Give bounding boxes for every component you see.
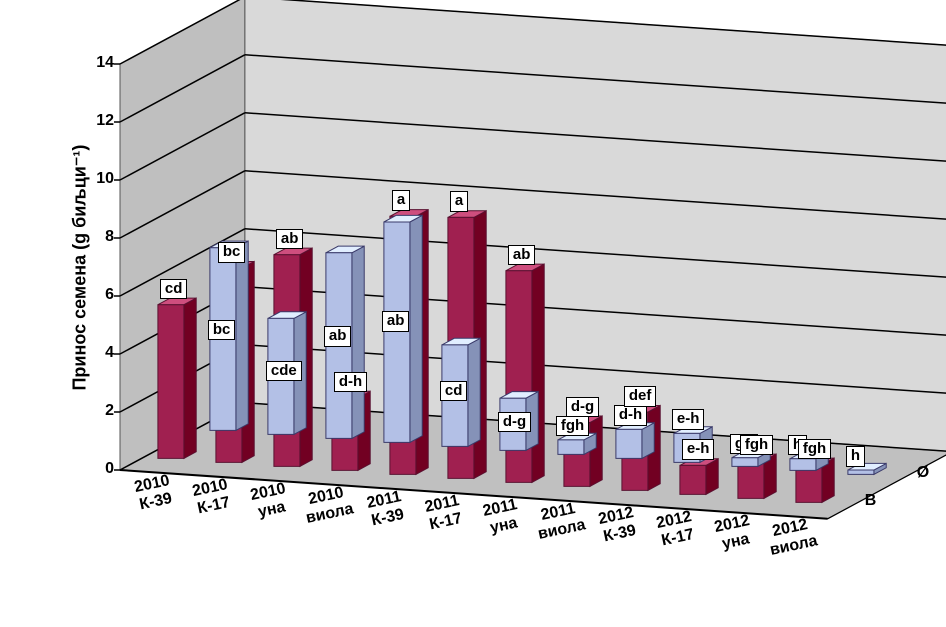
bar-value-label: cd (440, 381, 468, 402)
bar-value-label: d-g (498, 412, 531, 433)
bar-value-label: def (624, 386, 657, 407)
bar-value-label: h (846, 446, 865, 467)
bar-value-label: cde (266, 361, 302, 382)
y-tick-label: 4 (105, 344, 114, 362)
bar-value-label: fgh (740, 435, 773, 456)
y-tick-label: 0 (105, 460, 114, 478)
y-tick-label: 14 (96, 54, 114, 72)
bar-value-label: e-h (672, 409, 705, 430)
bar-value-label: cd (160, 279, 188, 300)
bar-value-label: d-g (566, 397, 599, 418)
y-tick-label: 6 (105, 286, 114, 304)
bar-value-label: bc (218, 242, 246, 263)
bar-value-label: ab (324, 326, 352, 347)
bar-value-label: a (392, 190, 410, 211)
bar-value-label: d-h (614, 405, 647, 426)
bar-value-label: fgh (798, 439, 831, 460)
seed-yield-3d-bar-chart: Принос семена (g биљци⁻¹) 02468101214201… (0, 0, 946, 627)
bar-value-label: bc (208, 320, 236, 341)
y-axis-title: Принос семена (g биљци⁻¹) (70, 91, 91, 391)
bar-value-label: ab (382, 311, 410, 332)
series-label: Ø (917, 464, 929, 482)
bar-value-label: fgh (556, 416, 589, 437)
bar-value-label: ab (276, 229, 304, 250)
y-tick-label: 10 (96, 170, 114, 188)
bar-value-label: a (450, 191, 468, 212)
y-tick-label: 8 (105, 228, 114, 246)
bar-value-label: ab (508, 245, 536, 266)
y-tick-label: 2 (105, 402, 114, 420)
bar-value-label: e-h (682, 439, 715, 460)
y-tick-label: 12 (96, 112, 114, 130)
bar-value-label: d-h (334, 372, 367, 393)
series-label: В (865, 492, 877, 510)
